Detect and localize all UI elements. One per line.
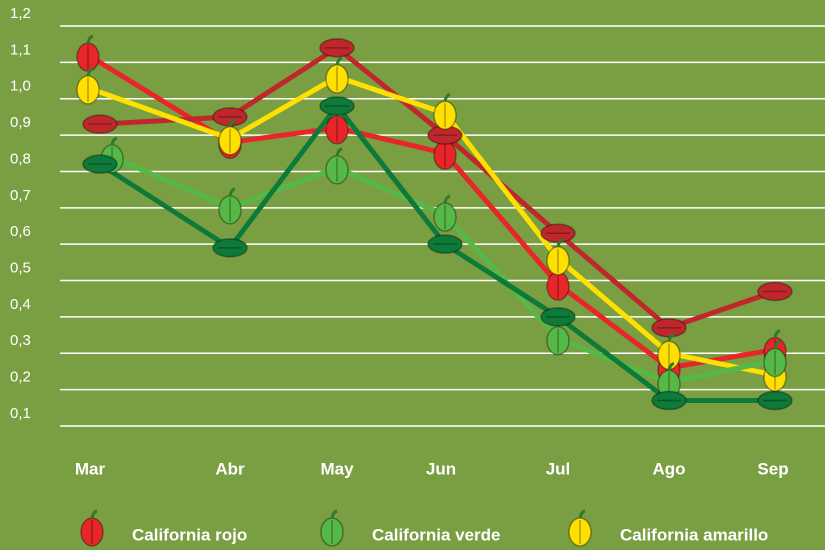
legend-label: California amarillo bbox=[620, 525, 768, 544]
x-tick-label: May bbox=[320, 459, 354, 478]
y-tick-label: 0,6 bbox=[10, 223, 31, 240]
data-point bbox=[652, 392, 686, 410]
y-tick-label: 0,9 bbox=[10, 114, 31, 131]
y-tick-label: 1,0 bbox=[10, 78, 31, 95]
data-point bbox=[213, 239, 247, 257]
x-tick-label: Jun bbox=[426, 459, 456, 478]
y-tick-label: 1,1 bbox=[10, 41, 31, 58]
y-tick-label: 0,5 bbox=[10, 260, 31, 277]
x-tick-label: Ago bbox=[652, 459, 685, 478]
data-point bbox=[83, 155, 117, 173]
y-tick-label: 0,4 bbox=[10, 296, 31, 313]
x-tick-label: Jul bbox=[546, 459, 571, 478]
data-point bbox=[541, 308, 575, 326]
data-point bbox=[320, 39, 354, 57]
data-point bbox=[758, 282, 792, 300]
y-tick-label: 0,7 bbox=[10, 187, 31, 204]
y-tick-label: 0,2 bbox=[10, 369, 31, 386]
data-point bbox=[758, 392, 792, 410]
data-point bbox=[83, 115, 117, 133]
y-tick-label: 0,3 bbox=[10, 332, 31, 349]
y-tick-label: 0,1 bbox=[10, 405, 31, 422]
legend-label: California rojo bbox=[132, 525, 247, 544]
x-tick-label: Mar bbox=[75, 459, 106, 478]
background bbox=[0, 0, 825, 550]
data-point bbox=[320, 97, 354, 115]
data-point bbox=[541, 224, 575, 242]
x-tick-label: Sep bbox=[757, 459, 788, 478]
y-tick-label: 1,2 bbox=[10, 5, 31, 22]
page: {"chart_data": {"type": "line", "categor… bbox=[0, 0, 825, 550]
y-tick-label: 0,8 bbox=[10, 150, 31, 167]
chart: 0,1 0,2 0,3 0,4 0,5 0,6 0,7 0,8 0,9 1,0 1,1 1,2 Mar A… bbox=[0, 0, 825, 550]
data-point bbox=[652, 319, 686, 337]
x-tick-label: Abr bbox=[215, 459, 245, 478]
legend-label: California verde bbox=[372, 525, 501, 544]
data-point bbox=[428, 235, 462, 253]
